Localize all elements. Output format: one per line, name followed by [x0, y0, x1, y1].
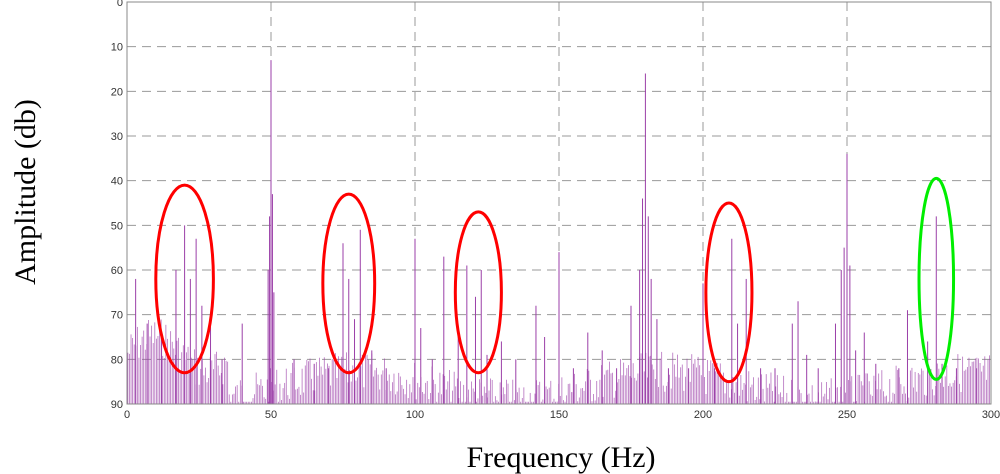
plot-frame	[126, 1, 992, 405]
x-tick-label: 150	[550, 409, 568, 421]
x-axis-label: Frequency (Hz)	[466, 441, 655, 474]
x-tick-label: 100	[406, 409, 424, 421]
x-tick-label: 300	[982, 409, 1000, 421]
annotation-ellipse	[917, 176, 956, 381]
y-tick-label: 50	[111, 220, 123, 232]
annotation-ellipses	[154, 176, 956, 384]
annotation-ellipse	[704, 201, 754, 384]
x-tick-labels: 0 50 100 150 200 250 300	[124, 409, 1000, 421]
y-tick-label: 70	[111, 310, 123, 322]
x-tick-label: 250	[838, 409, 856, 421]
y-tick-label: 40	[111, 176, 123, 188]
x-tick-label: 0	[124, 409, 130, 421]
y-tick-label: 20	[111, 86, 123, 98]
y-tick-label: 0	[117, 0, 123, 9]
annotation-ellipse	[321, 192, 377, 375]
y-tick-label: 10	[111, 42, 123, 54]
y-tick-label: 30	[111, 131, 123, 143]
y-tick-label: 90	[111, 399, 123, 411]
x-tick-label: 200	[694, 409, 712, 421]
spectrum-trace	[127, 60, 990, 404]
annotation-ellipse	[453, 210, 503, 375]
x-tick-label: 50	[265, 409, 277, 421]
y-tick-label: 60	[111, 265, 123, 277]
y-axis-label: Amplitude (db)	[9, 99, 42, 285]
y-tick-label: 80	[111, 354, 123, 366]
annotation-ellipse	[154, 183, 215, 375]
y-tick-labels: 0 10 20 30 40 50 60 70 80 90	[111, 0, 123, 411]
